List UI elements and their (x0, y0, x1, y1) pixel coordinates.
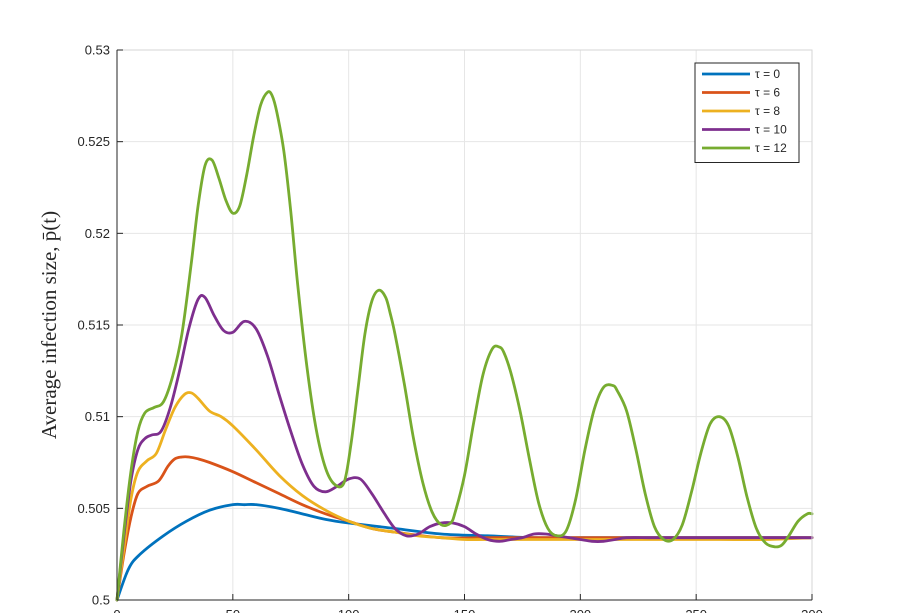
legend-label: τ = 12 (755, 141, 787, 155)
y-axis-label: Average infection size, p̄(t) (37, 211, 61, 439)
tick-labels: 0 50 100 150 200 250 300 0.5 0.505 0.51 0.515 0.52 0… (77, 43, 822, 613)
legend-label: τ = 0 (755, 67, 780, 81)
y-tick-label: 0.51 (85, 409, 110, 424)
axes (116, 49, 813, 601)
x-tick-label: 0 (113, 607, 120, 613)
legend-label: τ = 10 (755, 123, 787, 137)
legend-box (694, 62, 800, 163)
series-line-3 (115, 294, 814, 602)
y-tick-label: 0.525 (77, 134, 110, 149)
x-tick-label: 150 (454, 607, 476, 613)
y-tick-label: 0.5 (92, 593, 110, 608)
legend-label: τ = 6 (755, 86, 780, 100)
x-tick-label: 200 (569, 607, 591, 613)
x-tick-label: 300 (801, 607, 823, 613)
y-tick-label: 0.53 (85, 43, 110, 58)
x-tick-label: 250 (685, 607, 707, 613)
x-tick-label: 50 (226, 607, 240, 613)
legend-label: τ = 8 (755, 104, 780, 118)
x-tick-label: 100 (338, 607, 360, 613)
series-line-1 (115, 455, 814, 602)
y-tick-label: 0.505 (77, 501, 110, 516)
series-line-4 (115, 90, 814, 602)
series-layer (115, 90, 814, 602)
y-tick-label: 0.515 (77, 318, 110, 333)
y-tick-label: 0.52 (85, 226, 110, 241)
legend: τ = 0 τ = 6 τ = 8 τ = 10 τ = 12 (694, 62, 800, 163)
